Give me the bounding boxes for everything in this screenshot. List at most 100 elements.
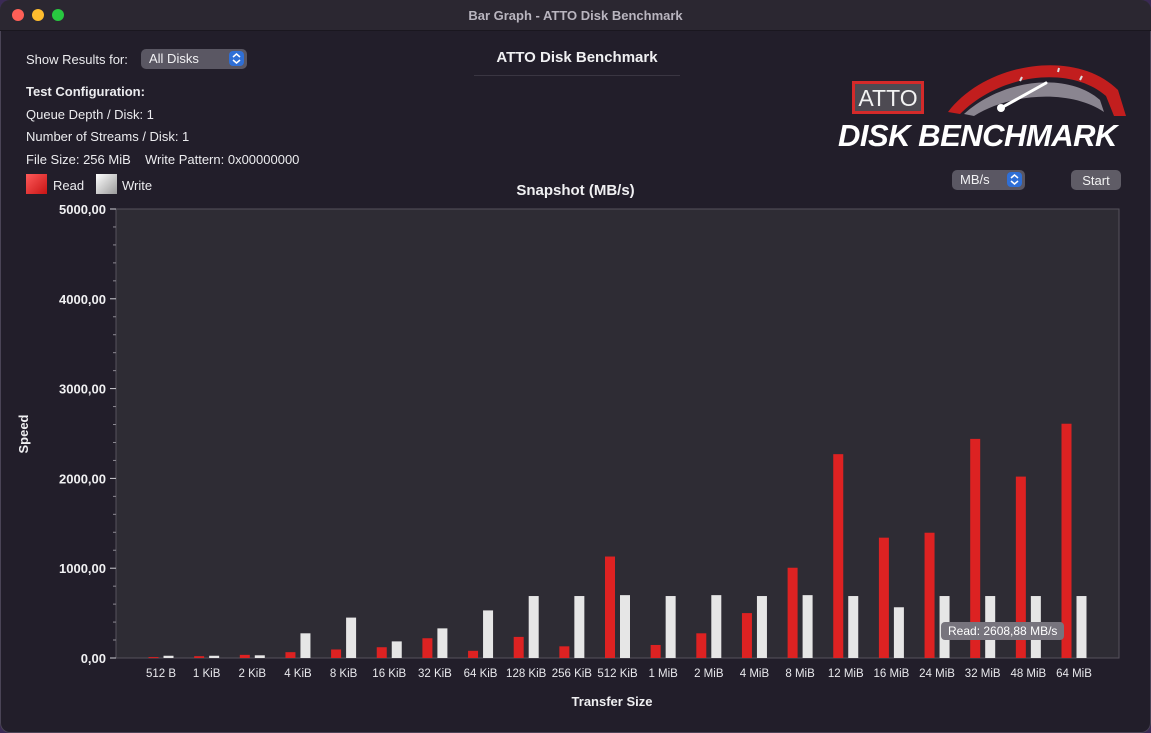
read-bar[interactable] [239, 654, 250, 658]
title-bar: Bar Graph - ATTO Disk Benchmark [0, 0, 1151, 31]
read-bar[interactable] [376, 647, 387, 658]
disk-select-value: All Disks [149, 51, 199, 66]
bar-tooltip: Read: 2608,88 MB/s [941, 622, 1065, 640]
read-bar[interactable] [1061, 423, 1072, 658]
write-bar[interactable] [163, 655, 174, 658]
read-bar[interactable] [559, 646, 570, 658]
start-button[interactable]: Start [1071, 170, 1121, 190]
legend-read-swatch [26, 174, 47, 194]
write-bar[interactable] [483, 610, 494, 658]
streams-label: Number of Streams / Disk: 1 [26, 129, 190, 144]
units-select-value: MB/s [960, 172, 990, 187]
x-tick-label: 4 KiB [284, 668, 312, 680]
write-bar[interactable] [437, 628, 448, 658]
x-tick-label: 24 MiB [919, 668, 955, 680]
plot-area [115, 208, 1120, 659]
units-select[interactable]: MB/s [952, 170, 1025, 190]
speedometer-icon [948, 65, 1126, 116]
logo-disk-benchmark-text: DISK BENCHMARK [838, 118, 1117, 153]
write-bar[interactable] [802, 595, 813, 658]
read-bar[interactable] [331, 649, 342, 658]
zoom-window-button[interactable] [52, 9, 64, 21]
read-bar[interactable] [513, 636, 524, 658]
x-tick-label: 512 KiB [597, 668, 638, 680]
y-tick-label: 5000,00 [59, 202, 106, 217]
y-tick-label: 0,00 [81, 651, 106, 666]
file-size-label: File Size: 256 MiB [26, 152, 131, 167]
write-bar[interactable] [254, 655, 265, 658]
x-tick-label: 12 MiB [828, 668, 864, 680]
x-tick-label: 1 MiB [648, 668, 678, 680]
write-bar[interactable] [665, 596, 676, 658]
write-pattern-label: Write Pattern: 0x00000000 [145, 152, 300, 167]
atto-logo: ATTO DISK BENCHMARK [836, 50, 1128, 154]
read-bar[interactable] [468, 650, 479, 658]
app-title: ATTO Disk Benchmark [474, 49, 680, 76]
read-bar[interactable] [650, 644, 661, 658]
x-axis-title: Transfer Size [572, 694, 653, 709]
x-tick-label: 4 MiB [740, 668, 770, 680]
write-bar[interactable] [620, 595, 630, 658]
read-bar[interactable] [1015, 476, 1026, 658]
queue-depth-label: Queue Depth / Disk: 1 [26, 107, 154, 122]
x-tick-label: 64 MiB [1056, 668, 1092, 680]
window-title: Bar Graph - ATTO Disk Benchmark [468, 8, 683, 23]
x-tick-label: 128 KiB [506, 668, 547, 680]
x-tick-label: 32 MiB [965, 668, 1001, 680]
write-bar[interactable] [300, 633, 311, 658]
x-tick-label: 32 KiB [418, 668, 452, 680]
x-tick-label: 16 MiB [874, 668, 910, 680]
read-bar[interactable] [970, 438, 981, 658]
x-tick-label: 8 MiB [785, 668, 815, 680]
read-bar[interactable] [878, 537, 889, 658]
legend-write-swatch [96, 174, 117, 194]
read-bar[interactable] [605, 556, 615, 658]
x-tick-label: 16 KiB [372, 668, 406, 680]
test-config-heading: Test Configuration: [26, 84, 145, 99]
y-tick-label: 2000,00 [59, 471, 106, 486]
write-bar[interactable] [346, 617, 357, 658]
y-tick-label: 1000,00 [59, 561, 106, 576]
x-tick-label: 1 KiB [193, 668, 221, 680]
write-bar[interactable] [893, 607, 904, 658]
y-axis-title: Speed [16, 414, 31, 453]
x-tick-label: 512 B [146, 668, 176, 680]
read-bar[interactable] [741, 613, 752, 658]
x-axis: 512 B 1 KiB 2 KiB 4 KiB 8 KiB 16 KiB 32 KiB 64 … [146, 668, 1092, 680]
write-bar[interactable] [848, 596, 859, 658]
write-bar[interactable] [209, 655, 220, 658]
read-bar[interactable] [194, 656, 205, 658]
write-bar[interactable] [528, 596, 539, 658]
read-bar[interactable] [148, 657, 159, 659]
select-arrows-icon [1007, 172, 1022, 187]
disk-select[interactable]: All Disks [141, 49, 247, 69]
read-bar[interactable] [787, 567, 798, 658]
read-bar[interactable] [924, 532, 935, 658]
read-bar[interactable] [833, 454, 844, 658]
write-bar[interactable] [574, 596, 585, 658]
minimize-window-button[interactable] [32, 9, 44, 21]
legend-write-label: Write [122, 178, 153, 193]
logo-atto-text: ATTO [852, 81, 924, 114]
write-bar[interactable] [391, 641, 402, 658]
write-bar[interactable] [756, 596, 767, 658]
show-results-label: Show Results for: [26, 52, 128, 67]
write-bar[interactable] [1076, 596, 1087, 658]
write-bar[interactable] [711, 595, 722, 658]
select-arrows-icon [229, 51, 244, 66]
legend-read-label: Read [53, 178, 85, 193]
x-tick-label: 256 KiB [552, 668, 593, 680]
y-axis: 0,00 1000,00 2000,00 3000,00 4000,00 5000,00 [59, 202, 116, 666]
close-window-button[interactable] [12, 9, 24, 21]
x-tick-label: 2 MiB [694, 668, 724, 680]
x-tick-label: 48 MiB [1010, 668, 1046, 680]
bars [148, 423, 1087, 659]
read-bar[interactable] [422, 638, 433, 658]
read-bar[interactable] [285, 652, 296, 658]
y-tick-label: 4000,00 [59, 292, 106, 307]
chart-title: Snapshot (MB/s) [516, 182, 635, 199]
read-bar[interactable] [696, 633, 707, 658]
x-tick-label: 64 KiB [464, 668, 498, 680]
